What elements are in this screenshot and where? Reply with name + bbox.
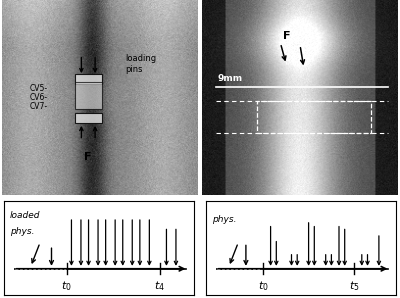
Text: $t_5$: $t_5$ <box>349 279 360 293</box>
Text: F: F <box>282 31 290 41</box>
Text: 9mm: 9mm <box>218 74 243 83</box>
Text: F: F <box>84 152 92 162</box>
Text: loaded: loaded <box>10 210 40 220</box>
Text: $t_0$: $t_0$ <box>258 279 268 293</box>
Bar <box>74 82 102 109</box>
Text: CV7-: CV7- <box>30 102 48 111</box>
Bar <box>257 102 370 133</box>
Text: $t_4$: $t_4$ <box>154 279 165 293</box>
Bar <box>74 113 102 123</box>
Bar <box>74 74 102 84</box>
Text: CV5-: CV5- <box>30 84 48 93</box>
Text: CV6-: CV6- <box>30 93 48 102</box>
Text: phys.: phys. <box>212 215 236 224</box>
Text: phys.: phys. <box>10 227 34 236</box>
Text: loading
pins: loading pins <box>126 54 157 74</box>
Text: $t_0$: $t_0$ <box>61 279 72 293</box>
